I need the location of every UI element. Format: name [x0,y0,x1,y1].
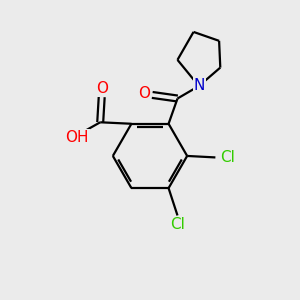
Text: OH: OH [65,130,88,145]
Text: N: N [194,78,205,93]
Text: Cl: Cl [170,218,185,232]
Text: Cl: Cl [220,150,235,165]
Text: O: O [96,81,108,96]
Text: O: O [138,86,150,101]
